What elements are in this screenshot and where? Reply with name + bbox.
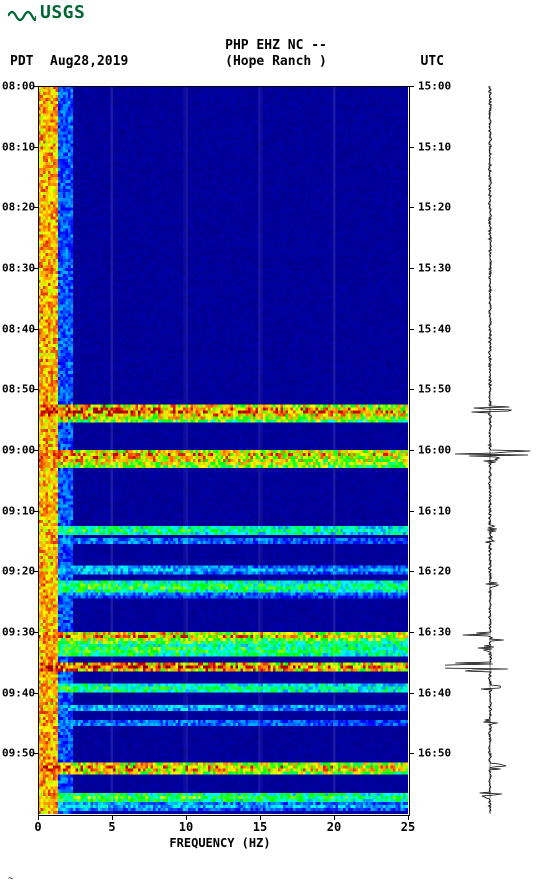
spectrogram-plot: [38, 86, 408, 814]
y-tick-right: 15:20: [418, 201, 451, 214]
y-tick-left: 08:20: [2, 201, 35, 214]
y-tick-right: 16:40: [418, 686, 451, 699]
station-name: (Hope Ranch ): [0, 54, 552, 69]
logo-text: USGS: [40, 2, 85, 23]
y-tick-left: 09:10: [2, 504, 35, 517]
usgs-logo: USGS: [8, 2, 85, 23]
y-tick-right: 15:50: [418, 383, 451, 396]
footer-note: ~: [8, 874, 13, 884]
y-tick-left: 09:50: [2, 747, 35, 760]
station-code: PHP EHZ NC --: [0, 38, 552, 53]
y-tick-right: 15:10: [418, 140, 451, 153]
x-tick: 25: [401, 820, 415, 834]
y-tick-right: 15:30: [418, 262, 451, 275]
y-tick-left: 08:10: [2, 140, 35, 153]
y-tick-left: 08:00: [2, 80, 35, 93]
y-tick-left: 08:40: [2, 322, 35, 335]
y-tick-left: 09:40: [2, 686, 35, 699]
x-tick: 0: [34, 820, 41, 834]
wave-icon: [8, 4, 36, 22]
seismic-trace: [445, 86, 545, 814]
y-tick-left: 09:20: [2, 565, 35, 578]
y-tick-right: 16:50: [418, 747, 451, 760]
x-tick: 15: [253, 820, 267, 834]
y-tick-left: 09:00: [2, 444, 35, 457]
y-tick-right: 16:10: [418, 504, 451, 517]
y-tick-left: 08:30: [2, 262, 35, 275]
x-tick: 10: [179, 820, 193, 834]
x-tick: 5: [108, 820, 115, 834]
y-tick-left: 08:50: [2, 383, 35, 396]
x-axis-label: FREQUENCY (HZ): [0, 836, 440, 850]
y-tick-left: 09:30: [2, 626, 35, 639]
y-tick-right: 16:30: [418, 626, 451, 639]
x-tick: 20: [327, 820, 341, 834]
y-tick-right: 15:00: [418, 80, 451, 93]
y-tick-right: 15:40: [418, 322, 451, 335]
tz-right: UTC: [421, 54, 444, 69]
y-tick-right: 16:20: [418, 565, 451, 578]
y-tick-right: 16:00: [418, 444, 451, 457]
